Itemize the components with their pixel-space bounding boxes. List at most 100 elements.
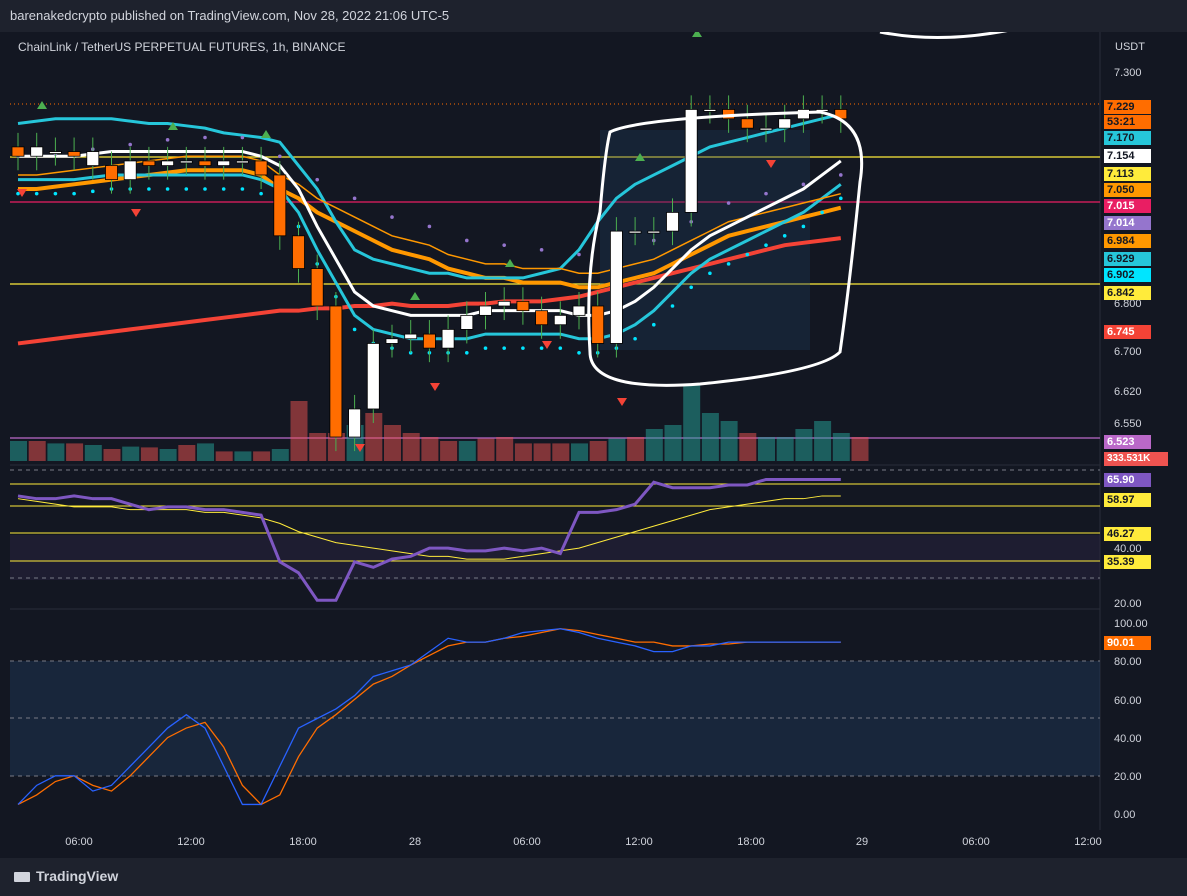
price-label: 6.902 [1104, 268, 1151, 282]
volume-bar [496, 437, 514, 461]
volume-bar [290, 401, 308, 461]
volume-bar [309, 433, 327, 461]
candle-body [142, 160, 156, 166]
candle-body [161, 160, 175, 166]
psar-dot [352, 327, 357, 332]
psar-dot [633, 336, 637, 341]
price-axis-tick: 6.550 [1114, 418, 1142, 430]
volume-bar [832, 433, 850, 461]
psar-dot [53, 191, 58, 196]
sell-signal-icon [766, 160, 776, 168]
supertrend-white [18, 150, 842, 317]
rsi-value-label: 65.90 [1104, 473, 1151, 487]
brand-text: TradingView [36, 868, 119, 884]
candle-body [759, 127, 773, 131]
candle-body [610, 230, 623, 344]
stoch-value-label: 90.01 [1104, 636, 1151, 650]
psar-dot [708, 271, 712, 276]
stoch-axis-tick: 0.00 [1114, 809, 1135, 821]
volume-bar [402, 433, 420, 461]
volume-bar [66, 443, 84, 461]
psar-dot-purple [278, 154, 282, 159]
psar-dot [16, 191, 20, 196]
psar-dot-purple [502, 243, 507, 247]
rsi-value-label: 35.39 [1104, 555, 1151, 569]
volume-bar [758, 437, 775, 461]
psar-dot [577, 351, 581, 355]
candle-body [217, 160, 231, 166]
volume-bar [776, 437, 794, 461]
price-axis-tick: 6.800 [1114, 298, 1142, 310]
candle-body [385, 338, 399, 344]
psar-dot [184, 187, 189, 191]
annotation-stroke [879, 32, 1008, 39]
psar-dot [147, 187, 151, 191]
psar-dot-purple [128, 142, 132, 147]
time-axis-tick: 12:00 [177, 836, 205, 848]
volume-bar [533, 443, 551, 461]
candle-body [497, 300, 511, 307]
candle-body [572, 305, 586, 316]
candle-body [553, 314, 567, 326]
candle-body [778, 118, 792, 129]
volume-bar [458, 441, 476, 461]
buy-signal-icon [505, 259, 515, 267]
psar-dot [165, 187, 170, 191]
volume-bar [440, 441, 458, 461]
stoch-k-line [17, 628, 841, 806]
price-label: 7.014 [1104, 216, 1151, 230]
rsi-axis-tick: 40.00 [1114, 543, 1142, 555]
buy-signal-icon [692, 32, 702, 37]
candle-body [479, 305, 492, 316]
candle-body [516, 300, 530, 312]
volume-bar [795, 429, 813, 461]
psar-dot [502, 346, 507, 350]
stoch-axis-tick: 80.00 [1114, 656, 1142, 668]
price-axis-unit: USDT [1115, 41, 1145, 53]
psar-dot [240, 187, 245, 191]
volume-bar [253, 451, 271, 461]
candle-body [49, 151, 62, 154]
sell-signal-icon [131, 209, 141, 217]
candle-body [329, 305, 343, 438]
volume-bar [571, 443, 588, 461]
sell-signal-icon [355, 444, 365, 452]
volume-bar [197, 443, 214, 461]
volume-bar [627, 437, 645, 461]
volume-bar [720, 421, 738, 461]
tradingview-icon [14, 872, 30, 883]
psar-dot [221, 187, 226, 191]
time-axis-tick: 28 [409, 836, 421, 848]
candle-body [740, 118, 754, 129]
psar-dot [726, 262, 731, 266]
candle-body [348, 408, 362, 438]
price-label: 7.015 [1104, 199, 1151, 213]
time-axis-tick: 18:00 [737, 836, 765, 848]
candle-body [535, 310, 548, 326]
time-axis-tick: 12:00 [1074, 836, 1102, 848]
price-label: 6.523 [1104, 435, 1151, 449]
price-label: 6.929 [1104, 252, 1151, 266]
volume-bar [514, 443, 532, 461]
price-label: 53:21 [1104, 115, 1151, 129]
psar-dot [689, 285, 693, 290]
candle-body [647, 230, 661, 234]
psar-dot-purple [577, 252, 581, 257]
volume-bar [814, 421, 832, 461]
psar-dot [259, 191, 263, 196]
volume-bar [645, 429, 663, 461]
psar-dot-purple [203, 135, 207, 140]
time-axis-tick: 12:00 [625, 836, 653, 848]
tradingview-logo[interactable]: TradingView [14, 868, 118, 884]
candle-body [666, 211, 679, 232]
psar-dot-purple [427, 224, 432, 229]
volume-bar [851, 437, 869, 461]
volume-bar [84, 445, 102, 461]
psar-dot-purple [726, 201, 731, 205]
price-axis-tick: 6.620 [1114, 386, 1142, 398]
volume-bar [739, 433, 757, 461]
price-chart[interactable]: USDT 7.300 6.800 6.700 6.620 6.550 40.00 20.00 1… [0, 32, 1187, 858]
rsi-value-label: 46.27 [1104, 527, 1151, 541]
psar-dot-purple [315, 177, 320, 182]
footer-bar: TradingView [0, 858, 1187, 896]
